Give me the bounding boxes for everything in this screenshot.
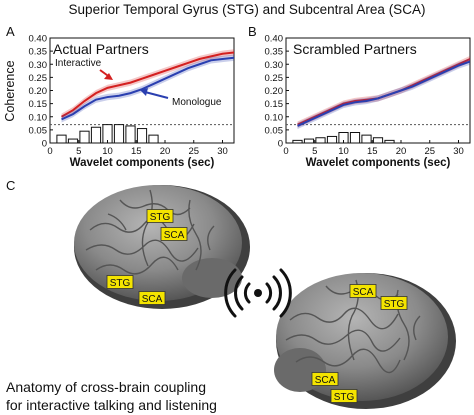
significance-bar-b	[315, 137, 326, 144]
y-tick-label-a: 0.40	[29, 34, 48, 45]
significance-bar-b	[361, 134, 372, 144]
brain2-region-tag-sca	[311, 372, 339, 386]
brain1-region-tag-stg	[106, 275, 134, 289]
brain2-region-tag-sca	[349, 284, 377, 298]
y-tick-label-b: 0.15	[265, 99, 284, 110]
series-line-interactive-a	[61, 51, 234, 118]
series-band-interactive-a	[61, 49, 234, 120]
significance-bar-a	[113, 124, 125, 144]
x-tick-label-a: 30	[217, 146, 228, 157]
x-tick-label-a: 0	[47, 146, 52, 157]
y-tick-label-a: 0.10	[29, 112, 48, 123]
chart-panel-a: 0 0.05 0.10 0.15 0.20 0.25 0.30 0.35 0.40 0 5 10 15…	[3, 34, 235, 169]
chart-title-a: Actual Partners	[53, 41, 149, 57]
significance-bar-a	[136, 128, 148, 144]
series-line-monologue-b	[297, 60, 470, 127]
significance-bar-a	[79, 130, 90, 144]
caption-line-1: Anatomy of cross-brain coupling	[6, 379, 206, 395]
y-tick-label-a: 0.25	[29, 73, 48, 84]
y-tick-label-a: 0.30	[29, 60, 48, 71]
y-tick-label-a: 0.15	[29, 99, 48, 110]
x-tick-label-a: 5	[76, 146, 81, 157]
significance-bar-a	[125, 125, 136, 144]
significance-bar-b	[349, 132, 361, 144]
y-tick-label-a: 0.35	[29, 47, 48, 58]
brain1-region-label-stg: STG	[150, 212, 171, 223]
brain-illustration-1: STG SCA STG SCA	[74, 185, 250, 309]
significance-bar-b	[326, 135, 338, 144]
brain2-region-label-stg: STG	[384, 299, 405, 310]
panel-label-c: C	[6, 178, 15, 193]
brain1-region-label-stg: STG	[110, 278, 131, 289]
x-tick-label-b: 30	[453, 146, 464, 157]
significance-bar-a	[67, 138, 79, 144]
brain2-region-label-stg: STG	[334, 392, 355, 403]
x-tick-label-b: 20	[396, 146, 407, 157]
caption-line-2: for interactive talking and listening	[6, 397, 217, 413]
brain-cerebellum-1	[182, 258, 242, 298]
series-band-monologue-b	[297, 58, 470, 130]
annotation-interactive: Interactive	[55, 58, 102, 69]
y-tick-label-b: 0.30	[265, 60, 284, 71]
y-tick-label-b: 0.20	[265, 86, 284, 97]
x-tick-label-a: 20	[160, 146, 171, 157]
y-tick-label-b: 0.25	[265, 73, 284, 84]
significance-bar-b	[372, 137, 384, 144]
brain-sulci-1	[85, 189, 215, 275]
brain-illustration-2: SCA STG SCA STG	[274, 273, 456, 409]
y-tick-label-b: 0.40	[265, 34, 284, 45]
brain1-region-tag-stg	[146, 209, 174, 223]
significance-bar-a	[148, 134, 159, 144]
y-tick-label-b: 0	[278, 139, 283, 150]
chart-panel-b: 0 0.05 0.10 0.15 0.20 0.25 0.30 0.35 0.40 0 5 10 15…	[265, 34, 471, 169]
x-tick-label-b: 5	[312, 146, 317, 157]
significance-bar-b	[384, 139, 395, 144]
brain1-region-label-sca: SCA	[164, 230, 185, 241]
x-tick-label-a: 25	[188, 146, 199, 157]
y-tick-label-b: 0.35	[265, 47, 284, 58]
x-tick-label-a: 15	[131, 146, 142, 157]
x-axis-label-b: Wavelet components (sec)	[306, 157, 451, 169]
brain1-region-label-sca: SCA	[142, 294, 163, 305]
chart-title-b: Scrambled Partners	[293, 41, 417, 57]
monologue-arrow-shaft	[144, 91, 169, 99]
panel-label-b: B	[248, 24, 257, 39]
y-tick-label-b: 0.10	[265, 112, 284, 123]
x-tick-label-b: 0	[283, 146, 288, 157]
annotation-monologue: Monologue	[172, 97, 222, 108]
significance-bar-b	[303, 138, 315, 144]
significance-bar-a	[90, 126, 102, 144]
interactive-arrow-head	[104, 73, 113, 80]
wireless-signal-icon	[224, 268, 292, 318]
significance-bar-a	[56, 134, 67, 144]
y-tick-label-a: 0.20	[29, 86, 48, 97]
brain2-region-tag-stg	[380, 296, 408, 310]
x-tick-label-a: 10	[102, 146, 113, 157]
brain2-region-label-sca: SCA	[353, 287, 374, 298]
x-tick-label-b: 25	[424, 146, 435, 157]
x-axis-label-a: Wavelet components (sec)	[70, 157, 215, 169]
y-tick-label-b: 0.05	[265, 125, 284, 136]
y-tick-label-a: 0	[42, 139, 47, 150]
y-tick-label-a: 0.05	[29, 125, 48, 136]
significance-bar-b	[292, 139, 303, 144]
series-line-monologue-a	[61, 56, 234, 121]
panel-label-a: A	[6, 24, 15, 39]
brain2-region-label-sca: SCA	[315, 375, 336, 386]
x-tick-label-b: 10	[338, 146, 349, 157]
figure-title: Superior Temporal Gyrus (STG) and Subcen…	[69, 2, 426, 17]
brain2-region-tag-stg	[330, 389, 358, 403]
brain1-region-tag-sca	[160, 227, 188, 241]
monologue-arrow-head	[140, 88, 148, 96]
brain1-region-tag-sca	[138, 291, 166, 305]
y-axis-label-a: Coherence	[3, 60, 17, 121]
x-tick-label-b: 15	[367, 146, 378, 157]
